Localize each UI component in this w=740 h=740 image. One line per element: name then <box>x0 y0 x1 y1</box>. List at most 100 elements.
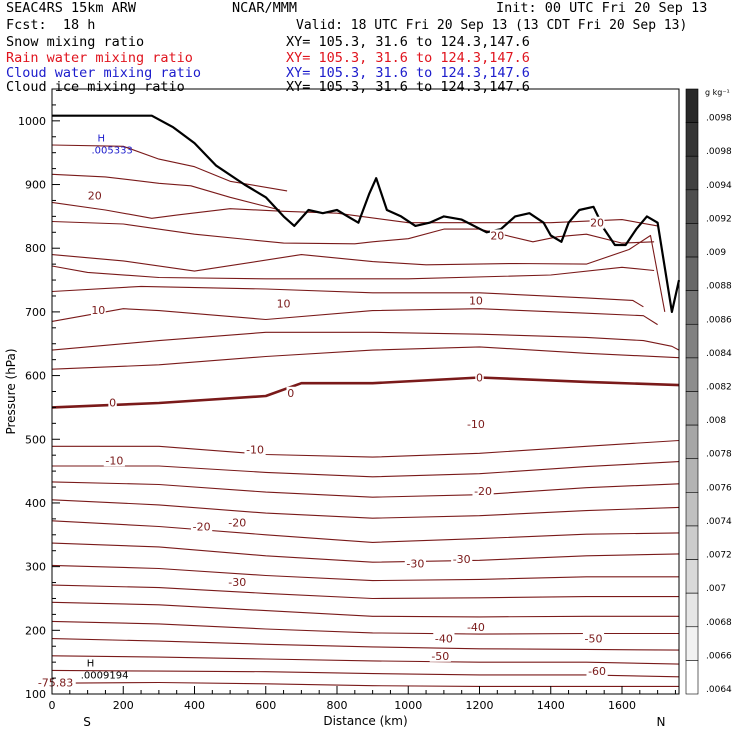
contour-label-10: -20 <box>228 517 246 530</box>
field-snow-xy: XY= 105.3, 31.6 to 124.3,147.6 <box>286 34 530 50</box>
contour-label-0: -75.83 <box>38 677 73 690</box>
contour-label-23: 20 <box>88 189 102 202</box>
colorbar-segment-13 <box>685 525 699 560</box>
contour-label-bg-3 <box>582 632 605 645</box>
valid-time: Valid: 18 UTC Fri 20 Sep 13 (13 CDT Fri … <box>296 18 688 33</box>
max-marker-value-0: .0009194 <box>81 671 129 682</box>
contour-label-18: 10 <box>91 304 105 317</box>
contour-line-23 <box>51 173 281 211</box>
contour-label-bg-1 <box>586 665 608 678</box>
south-end-label: S <box>83 715 91 729</box>
contour-label-7: -30 <box>406 557 424 570</box>
colorbar-segment-11 <box>685 458 699 493</box>
x-tick-label-8: 1600 <box>608 699 636 712</box>
contour-label-6: -30 <box>228 576 246 589</box>
contour-layer <box>51 144 680 687</box>
contour-label-bg-13 <box>244 443 266 456</box>
terrain-layer <box>52 114 681 313</box>
contour-line-1 <box>51 669 680 678</box>
colorbar-segment-6 <box>685 290 699 325</box>
contour-label-bg-15 <box>108 396 117 409</box>
field-cloudwater-name: Cloud water mixing ratio <box>6 65 202 81</box>
colorbar-segment-15 <box>685 592 699 628</box>
contour-label-22: 20 <box>590 217 604 230</box>
contour-label-bg-17 <box>475 371 484 384</box>
x-axis-label: Distance (km) <box>323 714 407 728</box>
contour-label-bg-23 <box>87 189 103 202</box>
contour-label-bg-5 <box>465 621 487 634</box>
y-tick-label-7: 800 <box>25 242 46 255</box>
x-tick-label-5: 1000 <box>394 699 422 712</box>
contour-label-bg-14 <box>465 417 487 430</box>
contour-label-bg-0 <box>35 676 76 689</box>
contour-label-layer: -75.83 -60 -50 -50 -40 -40 -30 -30 -30 -20 -20 -20 -… <box>35 189 608 690</box>
colorbar: .0098 .0098 .0094 .0092 .009 .0088 .0086 .0084.… <box>685 88 732 695</box>
x-tick-label-0: 0 <box>49 699 56 712</box>
colorbar-segment-3 <box>685 189 699 224</box>
contour-line-22 <box>51 201 658 227</box>
colorbar-label-2: .0094 <box>706 181 732 191</box>
contour-label-20: 10 <box>469 294 483 307</box>
contour-label-bg-7 <box>404 557 426 570</box>
contour-label-bg-4 <box>433 632 455 645</box>
north-end-label: N <box>657 715 666 729</box>
colorbar-label-5: .0088 <box>706 282 732 292</box>
x-tick-label-3: 600 <box>255 699 276 712</box>
contour-label-14: -10 <box>467 418 485 431</box>
contour-label-12: -10 <box>105 454 123 467</box>
colorbar-label-11: .0076 <box>706 483 732 493</box>
contour-label-8: -30 <box>453 553 471 566</box>
colorbar-segment-16 <box>685 626 699 661</box>
contour-line-20 <box>51 234 666 313</box>
contour-label-bg-16 <box>286 386 295 399</box>
colorbar-label-4: .009 <box>706 248 726 258</box>
colorbar-segment-12 <box>685 492 699 527</box>
contour-label-bg-8 <box>451 552 473 565</box>
y-tick-label-1: 200 <box>25 624 46 637</box>
contour-line-12 <box>52 461 680 478</box>
contour-line-2 <box>51 655 680 665</box>
contour-line-10 <box>51 499 680 519</box>
contour-label-bg-9 <box>191 520 213 533</box>
colorbar-segment-8 <box>685 357 699 392</box>
contour-label-21: 20 <box>490 229 504 242</box>
contour-label-17: 0 <box>476 371 483 384</box>
max-marker-h-0: H <box>87 659 95 670</box>
contour-line-11 <box>51 481 680 498</box>
contour-line-16 <box>51 331 680 351</box>
contour-label-bg-22 <box>589 216 605 229</box>
colorbar-segment-0 <box>685 88 699 123</box>
colorbar-segment-1 <box>685 122 699 157</box>
field-cloudice-xy: XY= 105.3, 31.6 to 124.3,147.6 <box>286 79 530 95</box>
colorbar-label-3: .0092 <box>706 214 732 224</box>
axes-layer: 0 200 400 600 800 1000 1200 1400 160010020030040… <box>4 88 676 729</box>
y-tick-label-4: 500 <box>25 433 46 446</box>
contour-line-8 <box>51 542 680 563</box>
contour-label-15: 0 <box>109 396 116 409</box>
colorbar-segment-5 <box>685 256 699 291</box>
model-title: SEAC4RS 15km ARW <box>6 0 137 16</box>
colorbar-label-10: .0078 <box>706 450 732 460</box>
contour-label-4: -40 <box>435 633 453 646</box>
colorbar-segment-9 <box>685 391 699 426</box>
contour-line-14 <box>51 376 680 409</box>
terrain-line <box>52 114 681 313</box>
colorbar-label-0: .0098 <box>706 114 732 124</box>
contour-label-1: -60 <box>588 665 606 678</box>
contour-line-19 <box>51 265 655 280</box>
colorbar-label-9: .008 <box>706 416 726 426</box>
colorbar-segment-17 <box>685 660 699 695</box>
contour-label-3: -50 <box>585 633 603 646</box>
x-tick-label-1: 200 <box>113 699 134 712</box>
contour-line-6 <box>51 584 679 600</box>
field-cloudice-name: Cloud ice mixing ratio <box>6 79 185 95</box>
contour-line-15 <box>51 346 680 370</box>
colorbar-segment-4 <box>685 223 699 258</box>
y-tick-label-3: 400 <box>25 497 46 510</box>
colorbar-segment-7 <box>685 323 699 359</box>
contour-line-7 <box>51 564 679 582</box>
max-marker-value-1: .005333 <box>91 145 132 156</box>
contour-label-11: -20 <box>474 485 492 498</box>
field-cloudwater-xy: XY= 105.3, 31.6 to 124.3,147.6 <box>286 65 530 81</box>
